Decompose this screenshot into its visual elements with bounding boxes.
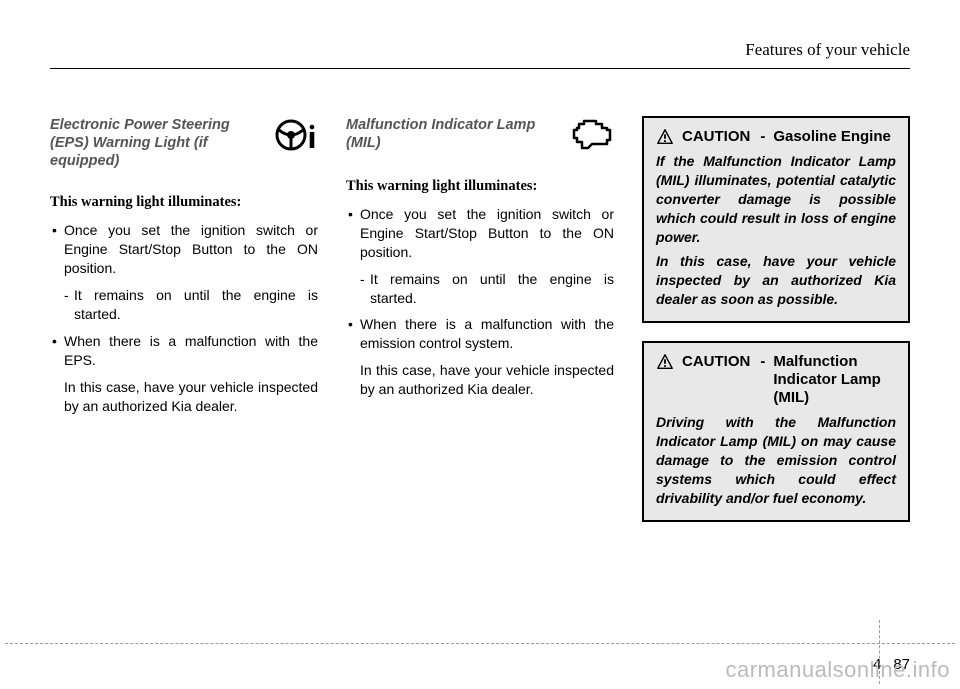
header-rule: [50, 68, 910, 69]
subhead: This warning light illuminates:: [50, 194, 318, 211]
caution-label: CAUTION: [682, 128, 752, 145]
column-1: Electronic Power Steering (EPS) Warning …: [50, 116, 318, 540]
caution-subject: Malfunction Indicator Lamp (MIL): [773, 353, 896, 407]
bottom-dash-rule: [5, 643, 955, 644]
bullet-item: When there is a malfunction with the emi…: [346, 315, 614, 353]
header-title: Features of your vehicle: [745, 40, 910, 60]
caution-dash: -: [760, 353, 765, 370]
bullet-item: When there is a malfunction with the EPS…: [50, 332, 318, 370]
watermark: carmanualsonline.info: [725, 657, 950, 683]
section-head-eps: Electronic Power Steering (EPS) Warning …: [50, 116, 318, 170]
caution-label: CAUTION: [682, 353, 752, 370]
caution-triangle-icon: [656, 353, 674, 371]
caution-box-mil: CAUTION - Malfunction Indicator Lamp (MI…: [642, 341, 910, 521]
caution-dash: -: [760, 128, 765, 145]
page-header: Features of your vehicle: [50, 40, 910, 80]
caution-body: If the Malfunction Indicator Lamp (MIL) …: [656, 152, 896, 246]
caution-box-gasoline: CAUTION - Gasoline Engine If the Malfunc…: [642, 116, 910, 323]
subhead: This warning light illuminates:: [346, 178, 614, 195]
caution-body: Driving with the Malfunction Indicator L…: [656, 413, 896, 507]
section-title: Malfunction Indicator Lamp (MIL): [346, 116, 562, 152]
caution-body: In this case, have your vehicle inspecte…: [656, 252, 896, 309]
section-title: Electronic Power Steering (EPS) Warning …: [50, 116, 266, 170]
caution-subject: Gasoline Engine: [773, 128, 896, 146]
section-head-mil: Malfunction Indicator Lamp (MIL): [346, 116, 614, 154]
bullet-item: Once you set the ignition switch or Engi…: [50, 221, 318, 278]
bullet-item: Once you set the ignition switch or Engi…: [346, 205, 614, 262]
caution-head: CAUTION - Gasoline Engine: [656, 128, 896, 146]
steering-warning-icon: [274, 116, 318, 154]
content-columns: Electronic Power Steering (EPS) Warning …: [50, 80, 910, 540]
caution-triangle-icon: [656, 128, 674, 146]
caution-head: CAUTION - Malfunction Indicator Lamp (MI…: [656, 353, 896, 407]
sub-bullet-item: It remains on until the engine is starte…: [50, 286, 318, 324]
body-paragraph: In this case, have your vehicle inspecte…: [50, 378, 318, 416]
column-3: CAUTION - Gasoline Engine If the Malfunc…: [642, 116, 910, 540]
engine-malfunction-icon: [570, 116, 614, 154]
sub-bullet-item: It remains on until the engine is starte…: [346, 270, 614, 308]
column-2: Malfunction Indicator Lamp (MIL) This wa…: [346, 116, 614, 540]
body-paragraph: In this case, have your vehicle inspecte…: [346, 361, 614, 399]
